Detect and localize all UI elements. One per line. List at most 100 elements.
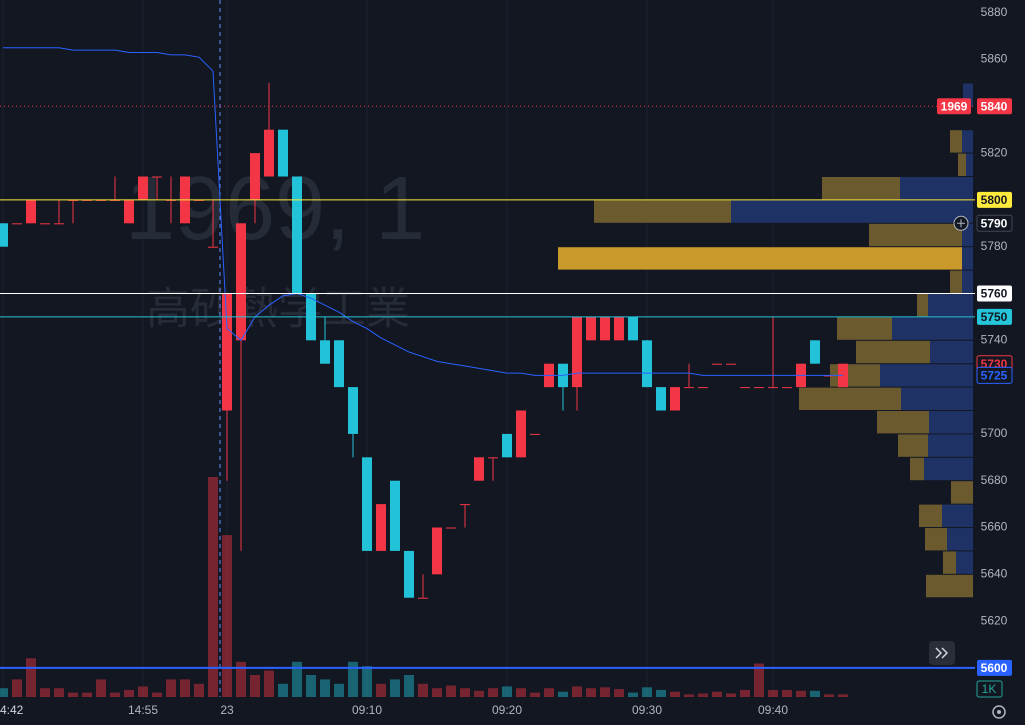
candle-body <box>124 199 134 224</box>
profile-blue <box>962 223 973 247</box>
volume-bar <box>264 670 274 697</box>
volume-bar <box>628 692 638 697</box>
y-tick-label: 5700 <box>981 426 1008 440</box>
profile-gold <box>822 177 900 200</box>
candle-body <box>362 457 372 551</box>
volume-bar <box>166 679 176 697</box>
volume-bar <box>642 687 652 697</box>
candle-body <box>348 387 358 434</box>
profile-gold <box>951 481 973 504</box>
level-tag <box>977 308 1012 325</box>
level-tag-label: 1969 <box>941 99 968 113</box>
volume-bar <box>180 679 190 697</box>
level-label: 5800 <box>981 193 1008 207</box>
candle-body <box>390 480 400 551</box>
level-tag-extra <box>937 98 971 115</box>
profile-blue <box>962 270 973 294</box>
level-tag <box>977 659 1012 676</box>
profile-gold <box>919 504 942 528</box>
profile-blue <box>928 434 973 457</box>
candle-body <box>474 457 484 481</box>
candle-body <box>740 387 750 389</box>
candle-body <box>726 363 736 365</box>
volume-bar <box>194 683 204 697</box>
settings-icon[interactable] <box>992 705 1006 719</box>
volume-bar <box>516 688 526 697</box>
volume-bar <box>152 692 162 697</box>
candle-body <box>572 316 582 388</box>
profile-gold <box>950 270 962 294</box>
profile-blue <box>892 317 973 340</box>
volume-bar <box>362 666 372 697</box>
volume-bar <box>810 690 820 697</box>
candle-body <box>782 387 792 389</box>
candle-body <box>684 387 694 389</box>
volume-bar <box>460 688 470 697</box>
candle-body <box>516 410 526 458</box>
x-tick-label: 14:55 <box>128 703 158 717</box>
candle-body <box>810 340 820 364</box>
candle-body <box>26 199 36 224</box>
volume-bar <box>600 687 610 697</box>
profile-blue <box>962 247 973 270</box>
profile-blue <box>963 83 973 106</box>
candle-body <box>222 293 232 411</box>
volume-bar <box>110 692 120 697</box>
volume-bar <box>502 686 512 697</box>
volume-bar <box>208 477 218 697</box>
settings-icon-dot <box>997 710 1001 714</box>
volume-profile <box>558 83 973 598</box>
volume-bar <box>544 688 554 697</box>
level-label: 5725 <box>981 369 1008 383</box>
profile-blue <box>942 504 973 528</box>
volume-label: 1K <box>982 682 997 696</box>
profile-gold <box>799 387 901 411</box>
y-tick-label: 5780 <box>981 239 1008 253</box>
volume-bar <box>278 683 288 697</box>
level-tag <box>976 366 1013 384</box>
volume-bar <box>250 675 260 697</box>
volume-bar <box>236 661 246 697</box>
profile-blue <box>901 387 973 411</box>
volume-bar <box>726 693 736 697</box>
profile-gold <box>926 574 973 598</box>
profile-blue <box>928 294 973 317</box>
volume-bar <box>474 690 484 697</box>
candles <box>0 82 848 599</box>
candle-body <box>432 527 442 575</box>
candle-body <box>40 223 50 225</box>
candle-body <box>334 340 344 388</box>
profile-blue <box>880 364 973 387</box>
volume-tag <box>976 680 1003 698</box>
level-label: 5790 <box>981 216 1008 230</box>
volume-bar <box>586 688 596 697</box>
candle-body <box>628 316 638 341</box>
candle-body <box>614 316 624 341</box>
axis-labels: 5880 5860 5820 5780 5740 5700 5680 5660 5640 5620… <box>0 5 1013 717</box>
add-level-plus <box>957 219 965 228</box>
volume-bar <box>558 691 568 697</box>
watermark-name: 高砂熱学工業 <box>146 285 410 334</box>
volume-bar <box>656 689 666 697</box>
candle-body <box>404 550 414 598</box>
candle-body <box>600 316 610 341</box>
volume-bar <box>754 663 764 697</box>
candle-body <box>12 223 22 225</box>
y-tick-label: 5880 <box>981 5 1008 19</box>
profile-gold <box>917 294 928 317</box>
x-tick-label: 09:20 <box>492 703 522 717</box>
level-label: 5750 <box>981 310 1008 324</box>
y-tick-label: 5860 <box>981 52 1008 66</box>
profile-blue <box>947 528 973 551</box>
y-tick-label: 5620 <box>981 613 1008 627</box>
volume-bar <box>446 685 456 697</box>
volume-bar <box>698 693 708 697</box>
candle-body <box>586 316 596 341</box>
level-label: 5760 <box>981 287 1008 301</box>
profile-blue <box>731 200 973 223</box>
volume-bar <box>292 661 302 697</box>
volume-bar <box>838 694 848 697</box>
volume-bar <box>348 661 358 697</box>
volume-bar <box>432 688 442 697</box>
profile-blue <box>956 551 973 574</box>
